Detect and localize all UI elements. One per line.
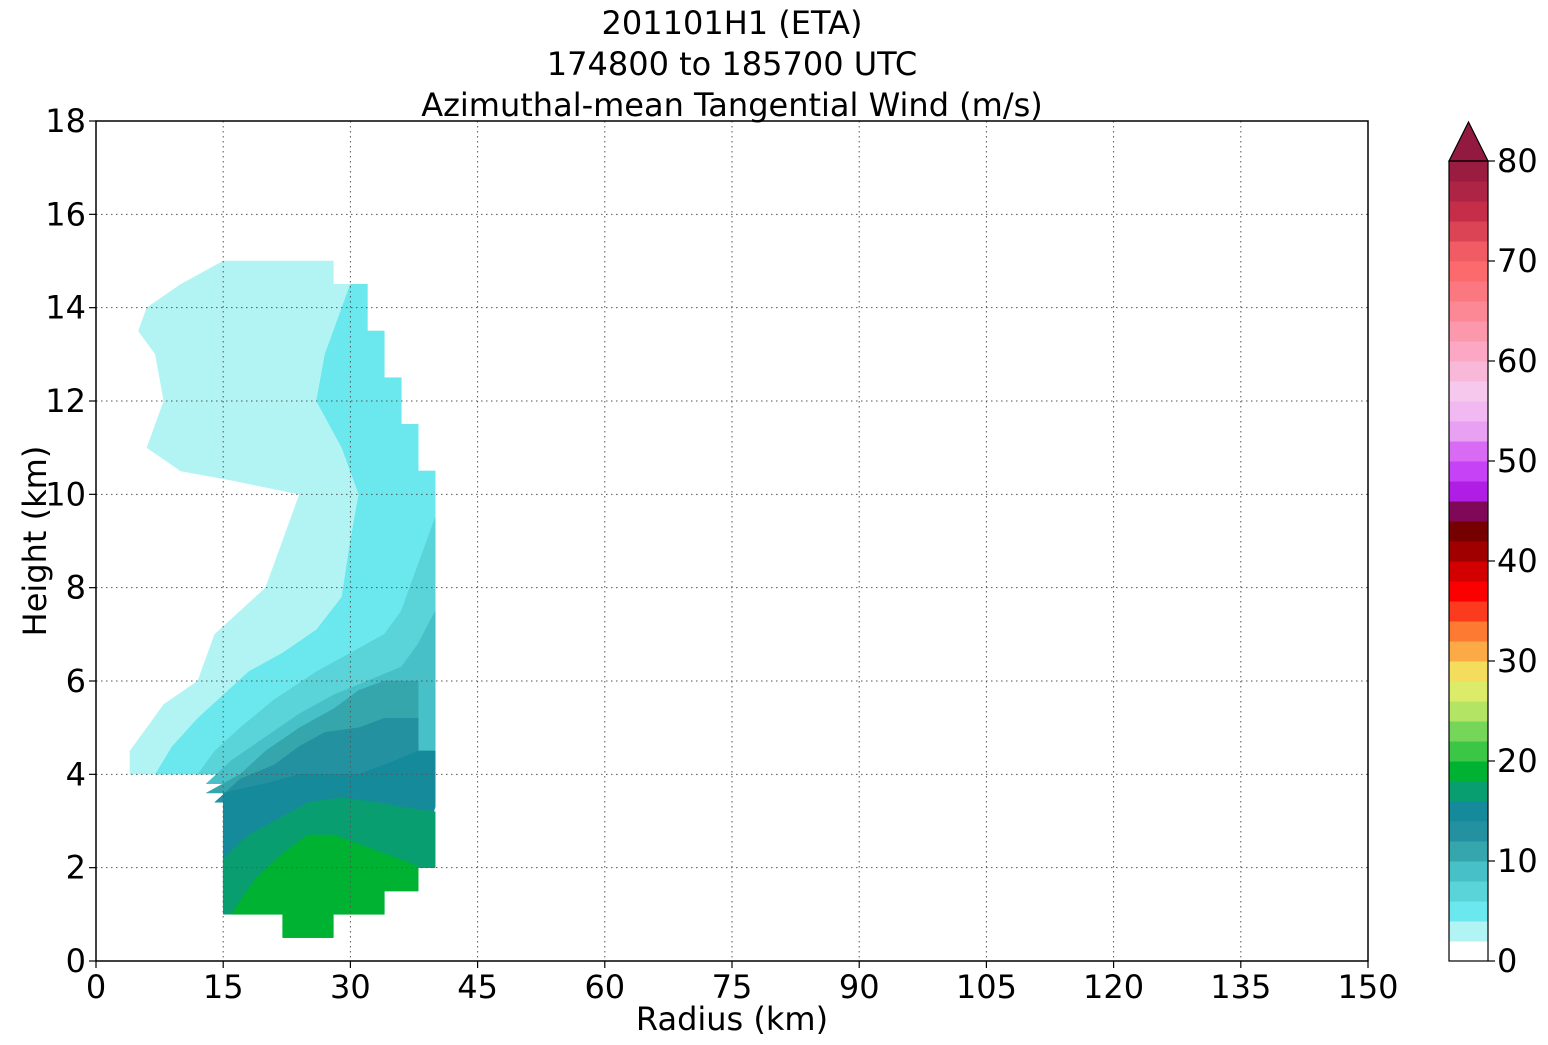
- colorbar-tick-label: 30: [1497, 642, 1538, 680]
- chart-title: 201101H1 (ETA)174800 to 185700 UTCAzimut…: [421, 4, 1043, 124]
- colorbar-band: [1449, 821, 1488, 842]
- x-tick-label: 15: [203, 968, 244, 1006]
- y-axis: 0 2 4 6 8 10 12 14 16 18: [45, 102, 96, 980]
- colorbar-band: [1449, 381, 1488, 402]
- colorbar-extend-arrow: [1448, 120, 1489, 162]
- colorbar-band: [1449, 721, 1488, 742]
- x-tick-label: 105: [956, 968, 1017, 1006]
- y-tick-label: 4: [66, 755, 86, 793]
- colorbar-band: [1449, 521, 1488, 542]
- colorbar-band: [1449, 661, 1488, 682]
- x-tick-label: 30: [330, 968, 371, 1006]
- y-tick-label: 16: [45, 195, 86, 233]
- colorbar-band: [1449, 841, 1488, 862]
- x-tick-label: 150: [1337, 968, 1398, 1006]
- colorbar-tick-label: 0: [1497, 942, 1517, 980]
- colorbar-tick-label: 80: [1497, 142, 1538, 180]
- title-line-2: 174800 to 185700 UTC: [547, 45, 917, 83]
- y-axis-label: Height (km): [16, 446, 54, 637]
- colorbar-band: [1449, 321, 1488, 342]
- colorbar-band: [1449, 681, 1488, 702]
- colorbar-tick-label: 70: [1497, 242, 1538, 280]
- y-tick-label: 8: [66, 569, 86, 607]
- colorbar-band: [1449, 441, 1488, 462]
- y-tick-label: 10: [45, 475, 86, 513]
- colorbar-band: [1449, 561, 1488, 582]
- colorbar: 0 10 20 30 40 50 60 70 80: [1448, 120, 1538, 980]
- x-tick-label: 60: [584, 968, 625, 1006]
- colorbar-band: [1449, 401, 1488, 422]
- colorbar-band: [1449, 741, 1488, 762]
- colorbar-band: [1449, 241, 1488, 262]
- colorbar-band: [1449, 341, 1488, 362]
- colorbar-band: [1449, 301, 1488, 322]
- colorbar-band: [1449, 421, 1488, 442]
- colorbar-tick-label: 20: [1497, 742, 1538, 780]
- colorbar-band: [1449, 941, 1488, 962]
- x-tick-label: 45: [457, 968, 498, 1006]
- colorbar-band: [1449, 461, 1488, 482]
- colorbar-band: [1449, 361, 1488, 382]
- colorbar-band: [1449, 781, 1488, 802]
- y-tick-label: 18: [45, 102, 86, 140]
- x-tick-label: 90: [839, 968, 880, 1006]
- x-tick-label: 135: [1210, 968, 1271, 1006]
- grid-lines: [96, 121, 1368, 961]
- x-tick-label: 75: [712, 968, 753, 1006]
- y-tick-label: 2: [66, 849, 86, 887]
- colorbar-band: [1449, 201, 1488, 222]
- colorbar-band: [1449, 601, 1488, 622]
- colorbar-band: [1449, 281, 1488, 302]
- colorbar-tick-label: 40: [1497, 542, 1538, 580]
- x-axis-label: Radius (km): [636, 1000, 828, 1038]
- y-tick-label: 14: [45, 289, 86, 327]
- colorbar-band: [1449, 641, 1488, 662]
- plot-area: [95, 120, 1369, 962]
- colorbar-tick-label: 10: [1497, 842, 1538, 880]
- colorbar-band: [1449, 881, 1488, 902]
- colorbar-band: [1449, 541, 1488, 562]
- colorbar-band: [1449, 581, 1488, 602]
- y-tick-label: 6: [66, 662, 86, 700]
- colorbar-band: [1449, 801, 1488, 822]
- colorbar-band: [1449, 701, 1488, 722]
- colorbar-band: [1449, 861, 1488, 882]
- x-tick-label: 0: [86, 968, 106, 1006]
- colorbar-band: [1449, 621, 1488, 642]
- y-tick-label: 12: [45, 382, 86, 420]
- x-axis: 0 15 30 45 60 75 90 105 120 135 150: [86, 961, 1399, 1006]
- colorbar-band: [1449, 761, 1488, 782]
- title-line-3: Azimuthal-mean Tangential Wind (m/s): [421, 86, 1043, 124]
- colorbar-band: [1449, 501, 1488, 522]
- colorbar-tick-label: 50: [1497, 442, 1538, 480]
- y-tick-label: 0: [66, 942, 86, 980]
- colorbar-band: [1449, 181, 1488, 202]
- colorbar-band: [1449, 901, 1488, 922]
- colorbar-band: [1449, 481, 1488, 502]
- contour-fills: [129, 260, 436, 938]
- colorbar-band: [1449, 261, 1488, 282]
- colorbar-tick-label: 60: [1497, 342, 1538, 380]
- title-line-1: 201101H1 (ETA): [602, 4, 863, 42]
- contour-region-18-20: [231, 834, 419, 938]
- colorbar-band: [1449, 221, 1488, 242]
- colorbar-band: [1449, 161, 1488, 182]
- x-tick-label: 120: [1083, 968, 1144, 1006]
- colorbar-band: [1449, 921, 1488, 942]
